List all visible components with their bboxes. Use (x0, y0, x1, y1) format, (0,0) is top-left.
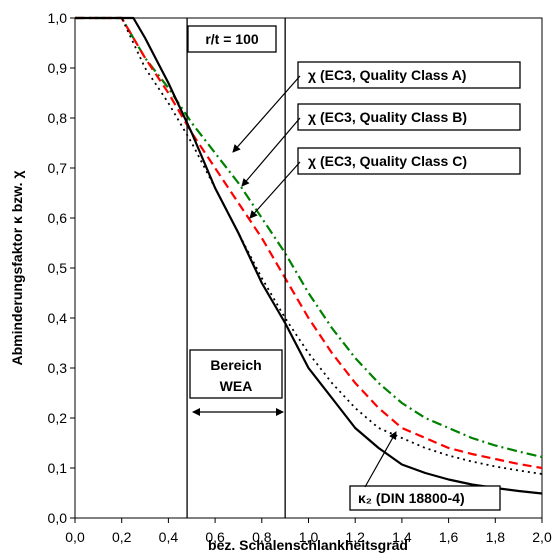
series-line-3 (75, 17, 543, 475)
x-axis-label: bez. Schalenschlankheitsgrad (208, 537, 408, 553)
y-tick-label: 0,0 (48, 510, 68, 526)
y-tick-label: 0,9 (48, 60, 68, 76)
label-class-c-text: χ (EC3, Quality Class C) (308, 153, 467, 169)
x-tick-label: 2,0 (532, 529, 552, 545)
axis-ticks: 0,0 0,2 0,4 0,6 0,8 1,0 1,2 1,4 1,6 1,8 2,0 0,0 0,1 0… (48, 10, 552, 545)
label-k2: κ₂ (DIN 18800-4) (349, 485, 501, 511)
label-class-b-text: χ (EC3, Quality Class B) (308, 109, 467, 125)
label-class-a: χ (EC3, Quality Class A) (297, 61, 521, 89)
y-tick-label: 0,5 (48, 260, 68, 276)
x-tick-label: 1,4 (392, 529, 412, 545)
x-tick-label: 1,6 (439, 529, 459, 545)
x-tick-label: 1,8 (486, 529, 506, 545)
y-axis-label: Abminderungsfaktor κ bzw. χ (9, 170, 25, 365)
rt-box: r/t = 100 (187, 25, 277, 53)
x-tick-label: 0,6 (205, 529, 225, 545)
arrow-class-a (232, 75, 301, 153)
rt-label: r/t = 100 (205, 31, 259, 47)
y-tick-label: 1,0 (48, 10, 68, 26)
x-tick-label: 0,2 (112, 529, 132, 545)
arrow-k2 (364, 431, 397, 488)
y-tick-label: 0,4 (48, 310, 68, 326)
x-tick-label: 1,0 (299, 529, 319, 545)
series-line-4 (75, 16, 543, 495)
y-tick-label: 0,7 (48, 160, 68, 176)
y-tick-label: 0,3 (48, 360, 68, 376)
y-tick-label: 0,6 (48, 210, 68, 226)
x-tick-label: 0,0 (65, 529, 85, 545)
region-label-1: Bereich (210, 357, 261, 373)
y-tick-label: 0,2 (48, 410, 68, 426)
series-group (75, 16, 543, 495)
region-label-2: WEA (220, 378, 253, 394)
series-line-2 (75, 16, 543, 470)
label-class-b: χ (EC3, Quality Class B) (297, 103, 521, 131)
plot-area (74, 17, 543, 519)
x-tick-label: 0,8 (252, 529, 272, 545)
arrow-class-b (241, 117, 301, 187)
y-tick-label: 0,1 (48, 460, 68, 476)
arrow-class-c (249, 161, 301, 219)
region-lines (186, 18, 286, 518)
x-tick-label: 1,2 (345, 529, 365, 545)
label-class-a-text: χ (EC3, Quality Class A) (308, 67, 466, 83)
x-tick-label: 0,4 (159, 529, 179, 545)
y-tick-label: 0,8 (48, 110, 68, 126)
label-k2-text: κ₂ (DIN 18800-4) (358, 490, 465, 506)
region-box: Bereich WEA (189, 349, 283, 399)
label-class-c: χ (EC3, Quality Class C) (297, 147, 521, 175)
